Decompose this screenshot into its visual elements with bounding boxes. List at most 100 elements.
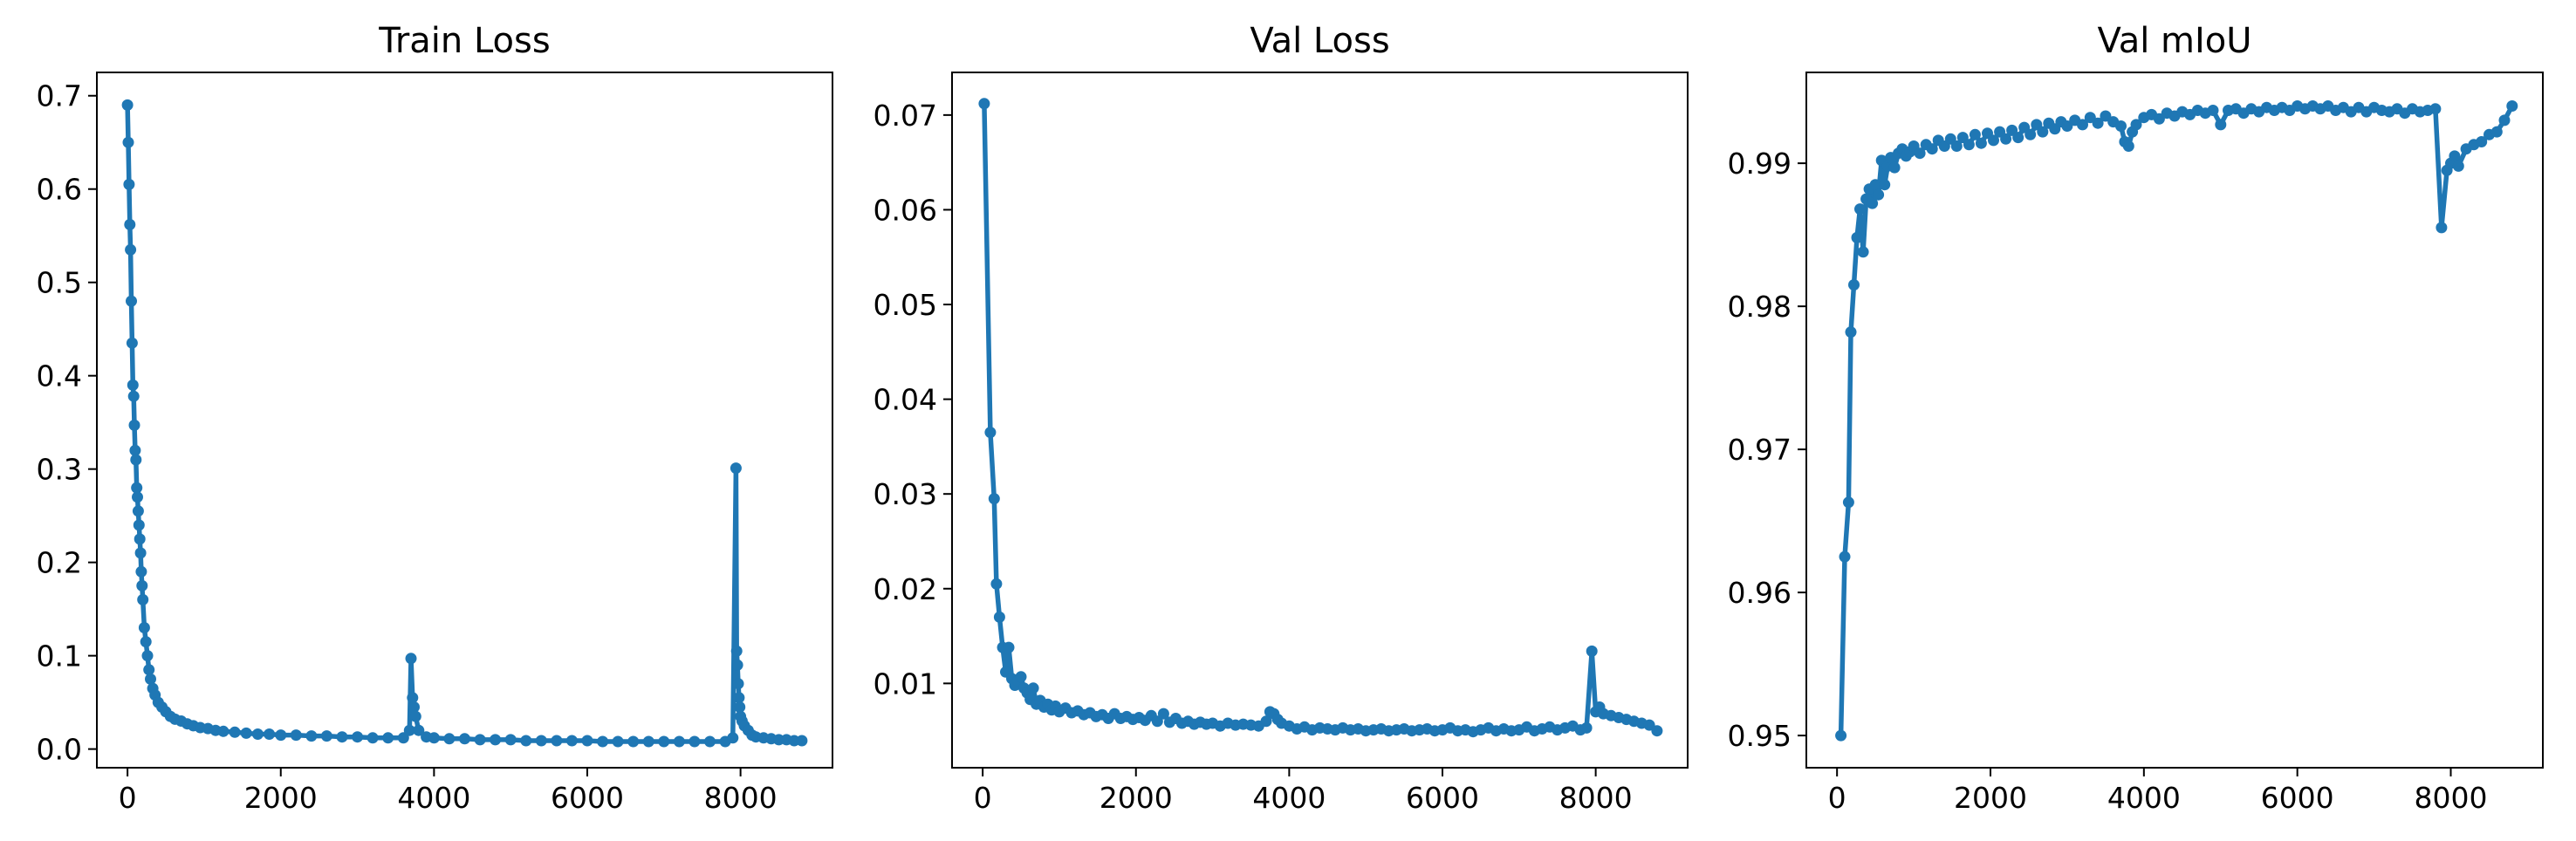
data-point <box>1027 682 1039 694</box>
plot-area <box>121 99 808 748</box>
data-point <box>520 735 532 747</box>
axes-frame <box>951 72 1689 769</box>
x-tick-label: 6000 <box>551 781 624 815</box>
data-point <box>551 735 563 747</box>
data-point <box>1867 197 1879 209</box>
data-point <box>984 427 997 439</box>
data-point <box>2490 126 2503 138</box>
plot-area <box>978 98 1663 738</box>
data-point <box>2130 119 2142 131</box>
y-tick-label: 0.06 <box>874 193 937 227</box>
data-point <box>124 218 136 230</box>
data-point <box>565 735 578 747</box>
data-point <box>730 645 743 657</box>
data-point <box>264 728 276 740</box>
y-tick-label: 0.0 <box>37 733 82 767</box>
x-tick-label: 4000 <box>2107 781 2181 815</box>
data-point <box>123 178 135 190</box>
data-point <box>2024 128 2037 140</box>
data-point <box>137 593 149 605</box>
data-point <box>131 482 143 494</box>
y-tick-label: 0.96 <box>1728 576 1792 610</box>
subplot-title: Val mIoU <box>2097 21 2251 61</box>
data-point <box>2449 150 2461 162</box>
data-point <box>730 462 742 475</box>
data-point <box>397 732 409 744</box>
data-point <box>1842 496 1854 509</box>
data-point <box>1854 203 1866 215</box>
data-point <box>367 732 379 744</box>
data-point <box>1879 179 1891 191</box>
y-tick-label: 0.5 <box>37 266 82 300</box>
x-tick-label: 4000 <box>397 781 470 815</box>
data-point <box>2436 222 2448 234</box>
y-tick-label: 0.02 <box>874 572 937 606</box>
data-point <box>490 734 502 746</box>
data-point <box>352 731 364 743</box>
y-tick-label: 0.2 <box>37 546 82 580</box>
data-point <box>126 295 137 307</box>
data-point <box>229 726 241 738</box>
data-point <box>407 692 419 704</box>
subplot-val-loss: Val Loss 0 2000 4000 6000 8000 0.01 0.02 0.03 0.… <box>874 21 1689 815</box>
data-point <box>689 735 701 748</box>
data-point <box>413 724 425 736</box>
data-point <box>382 732 394 744</box>
x-tick-label: 2000 <box>1954 781 2027 815</box>
data-point <box>240 727 252 739</box>
data-point <box>2452 160 2464 172</box>
data-point <box>734 701 746 713</box>
data-point <box>1851 231 1863 243</box>
data-point <box>305 730 318 742</box>
data-point <box>2476 136 2488 147</box>
data-point <box>1003 641 1015 653</box>
data-point <box>1580 721 1593 734</box>
data-point <box>990 578 1003 590</box>
data-point <box>1586 645 1598 657</box>
data-point <box>143 664 155 676</box>
data-point <box>1157 708 1169 720</box>
data-point <box>1950 140 1963 152</box>
data-point <box>658 735 670 748</box>
data-point <box>251 728 264 740</box>
y-tick-label: 0.01 <box>874 667 937 701</box>
subplot-val-miou: Val mIoU 0 2000 4000 6000 8000 0.95 0.96 0.97 0.… <box>1728 21 2544 815</box>
data-point <box>336 731 348 743</box>
data-point <box>1835 729 1847 742</box>
data-point <box>122 136 134 148</box>
data-point <box>1260 715 1272 728</box>
x-tick-label: 0 <box>974 781 992 815</box>
data-point <box>428 732 440 744</box>
data-point <box>1888 161 1901 174</box>
data-point <box>2506 100 2518 112</box>
data-point <box>1873 188 1885 201</box>
data-point <box>1963 139 1975 151</box>
data-point <box>135 565 147 578</box>
data-point <box>459 733 470 745</box>
data-point <box>581 735 593 747</box>
y-tick-label: 0.07 <box>874 99 937 133</box>
data-point <box>130 454 142 466</box>
data-point <box>1969 128 1981 140</box>
data-point <box>1869 179 1881 191</box>
data-point <box>409 710 421 722</box>
data-point <box>1839 550 1851 563</box>
data-point <box>1926 143 1938 155</box>
x-tick-label: 2000 <box>1100 781 1173 815</box>
y-tick-label: 0.98 <box>1728 290 1792 324</box>
data-point <box>2115 120 2127 132</box>
data-point <box>127 390 140 402</box>
data-point <box>2077 119 2088 131</box>
data-point <box>1848 279 1860 291</box>
data-point <box>217 725 230 737</box>
data-point <box>2092 117 2104 129</box>
data-point <box>988 493 1000 505</box>
data-point <box>612 735 624 748</box>
y-tick-label: 0.4 <box>37 359 82 393</box>
y-tick-label: 0.6 <box>37 173 82 207</box>
data-point <box>535 735 547 747</box>
data-point <box>978 98 990 110</box>
data-point <box>408 701 420 713</box>
